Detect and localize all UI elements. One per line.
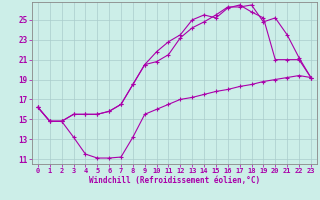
X-axis label: Windchill (Refroidissement éolien,°C): Windchill (Refroidissement éolien,°C): [89, 176, 260, 185]
